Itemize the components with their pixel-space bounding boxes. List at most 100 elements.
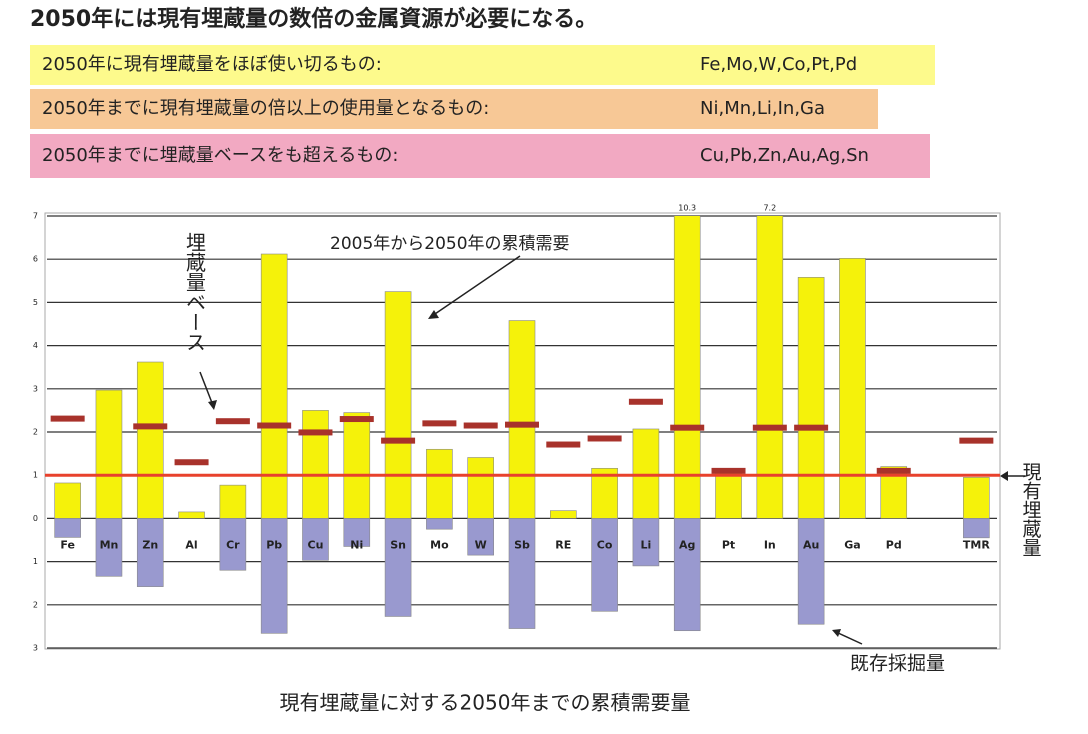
- x-tick-label: Pb: [266, 538, 282, 551]
- reserve-base-marker: [422, 420, 457, 427]
- x-tick-label: Co: [597, 538, 613, 551]
- y-tick-label: 1: [33, 557, 38, 566]
- bar: [260, 253, 288, 519]
- group-bands: 2050年に現有埋蔵量をほぼ使い切るもの: Fe,Mo,W,Co,Pt,Pd 205…: [30, 45, 935, 178]
- y-tick-label: 3: [33, 384, 38, 393]
- bar: [343, 412, 371, 519]
- reserve-base-marker: [505, 421, 539, 428]
- group-elements: Fe,Mo,W,Co,Pt,Pd: [700, 54, 857, 75]
- bars: [54, 216, 990, 634]
- reserve-base-marker: [587, 435, 622, 442]
- value-label: 7.2: [763, 204, 776, 213]
- bar: [302, 410, 329, 519]
- reserve-base-marker: [711, 467, 746, 474]
- arrow-head: [832, 629, 841, 637]
- reserve-base-marker: [215, 418, 250, 425]
- reserve-base-label: 埋蔵量ベース: [183, 232, 207, 352]
- bar: [839, 258, 866, 519]
- bar: [673, 518, 701, 632]
- x-tick-label: Cu: [308, 538, 324, 551]
- arrow: [835, 631, 863, 645]
- y-tick-label: 0: [33, 514, 38, 523]
- group-label: 2050年に現有埋蔵量をほぼ使い切るもの:: [42, 54, 382, 75]
- bar: [136, 518, 164, 587]
- bar: [178, 511, 205, 519]
- x-tick-label: Pd: [886, 538, 902, 551]
- x-tick-label: Ag: [679, 538, 695, 551]
- bar: [384, 518, 412, 617]
- group-elements: Ni,Mn,Li,In,Ga: [700, 98, 825, 119]
- current-reserve-label: 現有埋蔵量: [1020, 462, 1042, 557]
- bar: [963, 518, 990, 539]
- group-label: 2050年までに現有埋蔵量の倍以上の使用量となるもの:: [42, 98, 489, 119]
- bar: [797, 518, 825, 625]
- x-tick-label: Al: [185, 538, 197, 551]
- arrow-head: [1000, 471, 1008, 481]
- arrow-head: [208, 400, 217, 410]
- y-tick-label: 2: [33, 428, 38, 437]
- bar: [54, 482, 81, 519]
- plot: 3 2 1 0 1 2 3 4 5 6 7 10.3 7.2 Fe Mn Zn Al Cr Pb Cu Ni Sn Mo W S…: [33, 204, 1000, 653]
- x-tick-label: W: [475, 538, 487, 551]
- value-label: 10.3: [678, 204, 696, 213]
- bar: [426, 448, 453, 519]
- reserve-base-marker: [463, 422, 498, 429]
- arrow: [431, 255, 521, 317]
- x-tick-label: Fe: [60, 538, 75, 551]
- reserve-base-marker: [381, 437, 416, 444]
- bar: [54, 518, 81, 538]
- x-tick-label: TMR: [963, 538, 990, 551]
- y-tick-label: 6: [33, 255, 38, 264]
- reserve-base-marker: [670, 424, 705, 431]
- x-axis-label: 現有埋蔵量に対する2050年までの累積需要量: [280, 691, 691, 715]
- y-tick-label: 3: [33, 644, 38, 653]
- bar: [715, 470, 742, 519]
- bar: [302, 518, 329, 561]
- bar: [426, 518, 453, 530]
- y-tick-label: 7: [33, 212, 38, 221]
- plot-frame: [44, 212, 1001, 650]
- x-tick-label: Sb: [514, 538, 530, 551]
- reserve-base-marker: [959, 437, 994, 444]
- bar: [219, 518, 247, 571]
- y-tick-label: 5: [33, 298, 38, 307]
- group-elements: Cu,Pb,Zn,Au,Ag,Sn: [700, 145, 869, 166]
- x-tick-label: Sn: [390, 538, 406, 551]
- reserve-base-marker: [133, 423, 168, 430]
- arrow-head: [428, 310, 439, 319]
- reserve-base-marker: [174, 459, 209, 466]
- reserve-base-marker: [298, 429, 333, 436]
- x-tick-label: Li: [641, 538, 652, 551]
- bar: [95, 389, 123, 519]
- bar: [756, 216, 784, 519]
- bar: [467, 518, 494, 556]
- chart-title: 2050年には現有埋蔵量の数倍の金属資源が必要になる。: [30, 6, 597, 32]
- bar: [508, 518, 536, 629]
- x-tick-label: RE: [555, 538, 571, 551]
- reserve-base-marker: [794, 424, 829, 431]
- x-tick-label: Ga: [844, 538, 860, 551]
- bar: [632, 518, 660, 567]
- reserve-base-marker: [876, 467, 911, 474]
- bar: [384, 291, 412, 519]
- bar: [260, 518, 288, 634]
- bar: [136, 361, 164, 519]
- reserve-base-marker: [339, 416, 374, 423]
- bar: [591, 518, 618, 612]
- bar: [508, 320, 536, 519]
- bar: [467, 457, 494, 519]
- x-tick-label: Mo: [430, 538, 449, 551]
- y-tick-label: 4: [33, 341, 38, 350]
- bar: [963, 477, 990, 519]
- reserve-base-marker: [50, 415, 85, 422]
- x-tick-label: In: [764, 538, 776, 551]
- bar: [797, 277, 825, 519]
- y-tick-label: 1: [33, 471, 38, 480]
- reserve-base-marker: [628, 398, 663, 405]
- reserve-base-marker: [546, 441, 581, 448]
- bar: [550, 510, 577, 519]
- demand-label: 2005年から2050年の累積需要: [330, 234, 570, 254]
- group-band: [30, 45, 935, 85]
